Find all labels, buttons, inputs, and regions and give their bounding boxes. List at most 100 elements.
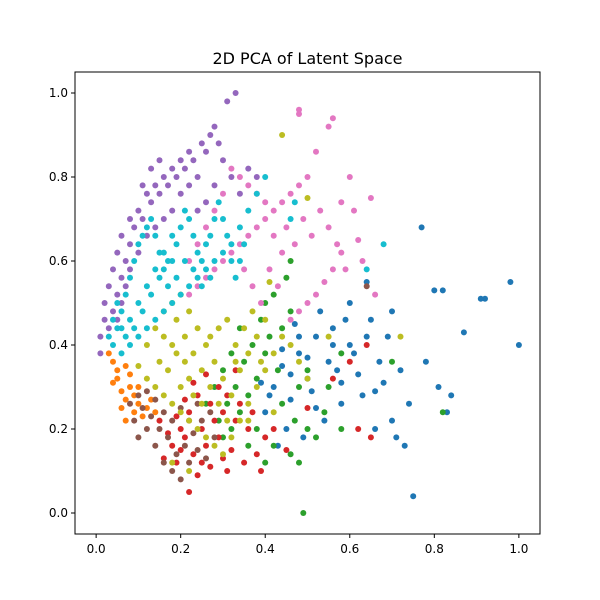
- series-3: [156, 342, 374, 495]
- point-s6-49: [283, 224, 290, 231]
- point-s8-13: [186, 283, 193, 290]
- point-s0-25: [270, 384, 277, 390]
- point-s6-7: [287, 190, 294, 197]
- point-s5-24: [169, 417, 176, 424]
- point-s6-56: [342, 266, 349, 273]
- point-s7-66: [304, 195, 311, 201]
- point-s7-58: [198, 400, 205, 407]
- point-s3-28: [355, 426, 362, 432]
- point-s0-39: [300, 434, 307, 441]
- point-s3-6: [262, 434, 269, 441]
- point-s3-15: [160, 455, 167, 462]
- point-s7-64: [186, 468, 193, 474]
- point-s3-25: [249, 409, 256, 416]
- point-s7-38: [156, 358, 163, 365]
- point-s1-4: [110, 358, 116, 365]
- point-s8-16: [160, 308, 167, 315]
- point-s6-41: [203, 224, 209, 231]
- point-s3-26: [224, 392, 231, 399]
- x-tick-label: 0.8: [425, 542, 444, 556]
- point-s8-0: [380, 241, 387, 248]
- point-s7-11: [211, 442, 218, 449]
- point-s5-5: [177, 476, 184, 483]
- point-s8-68: [198, 283, 205, 290]
- point-s6-5: [304, 174, 311, 180]
- point-s8-64: [165, 258, 171, 264]
- series-6: [186, 106, 379, 323]
- point-s8-51: [232, 274, 239, 281]
- point-s0-41: [274, 442, 281, 449]
- point-s3-18: [203, 442, 209, 449]
- point-s7-37: [262, 316, 269, 323]
- point-s2-2: [389, 358, 395, 365]
- x-tick-label: 1.0: [509, 542, 528, 556]
- point-s8-9: [220, 249, 226, 256]
- point-s2-25: [287, 451, 294, 458]
- x-tick-label: 0.6: [340, 542, 359, 556]
- point-s6-24: [355, 237, 362, 243]
- point-s6-38: [228, 165, 235, 172]
- point-s2-17: [266, 333, 273, 340]
- point-s6-42: [194, 241, 201, 248]
- point-s4-24: [122, 258, 129, 264]
- point-s6-50: [291, 241, 298, 248]
- point-s8-41: [190, 232, 197, 239]
- point-s2-8: [245, 392, 252, 399]
- point-s6-17: [203, 274, 209, 281]
- point-s6-12: [245, 232, 252, 239]
- point-s4-12: [118, 232, 125, 239]
- point-s5-29: [194, 400, 201, 407]
- point-s3-32: [304, 405, 311, 411]
- series-0: [258, 224, 522, 500]
- point-s4-9: [143, 190, 150, 197]
- point-s6-33: [270, 232, 277, 239]
- point-s6-43: [186, 258, 193, 264]
- point-s7-51: [177, 384, 184, 390]
- point-s6-58: [372, 291, 379, 298]
- point-s4-46: [122, 283, 129, 290]
- point-s1-14: [135, 384, 142, 390]
- point-s4-37: [194, 174, 201, 180]
- point-s5-14: [173, 451, 180, 458]
- point-s8-57: [152, 266, 159, 273]
- point-s5-18: [207, 409, 214, 416]
- point-s8-10: [211, 258, 218, 264]
- point-s5-11: [139, 405, 146, 411]
- point-s0-57: [258, 379, 264, 386]
- point-s4-49: [220, 157, 226, 164]
- point-s8-52: [236, 258, 243, 264]
- point-s8-30: [143, 224, 150, 231]
- point-s8-14: [177, 291, 184, 298]
- point-s0-46: [380, 379, 387, 386]
- x-axis: 0.0 0.2 0.4 0.6 0.8 1.0: [87, 534, 528, 556]
- point-s5-6: [186, 459, 193, 466]
- point-s0-10: [418, 224, 425, 231]
- point-s7-33: [228, 392, 235, 399]
- point-s6-0: [296, 111, 302, 117]
- point-s6-27: [321, 279, 328, 285]
- point-s0-47: [406, 400, 412, 407]
- point-s3-3: [224, 468, 231, 474]
- y-tick-label: 0.8: [49, 170, 68, 184]
- point-s7-3: [143, 375, 150, 382]
- point-s1-13: [131, 392, 138, 399]
- point-s2-16: [274, 367, 281, 374]
- point-s7-1: [245, 417, 252, 424]
- point-s4-59: [139, 182, 146, 189]
- y-tick-label: 0.2: [49, 422, 68, 436]
- point-s6-11: [253, 224, 260, 231]
- point-s3-36: [220, 455, 226, 462]
- point-s4-41: [160, 216, 167, 222]
- point-s0-50: [317, 308, 324, 315]
- point-s0-18: [338, 379, 345, 386]
- point-s4-15: [105, 283, 112, 290]
- point-s8-72: [114, 300, 121, 306]
- point-s7-39: [165, 367, 171, 374]
- point-s8-60: [131, 325, 138, 332]
- point-s4-22: [114, 291, 121, 298]
- point-s4-17: [101, 316, 108, 323]
- point-s4-8: [152, 182, 159, 189]
- point-s1-5: [122, 417, 129, 424]
- point-s6-26: [329, 266, 336, 273]
- point-s2-1: [439, 409, 446, 416]
